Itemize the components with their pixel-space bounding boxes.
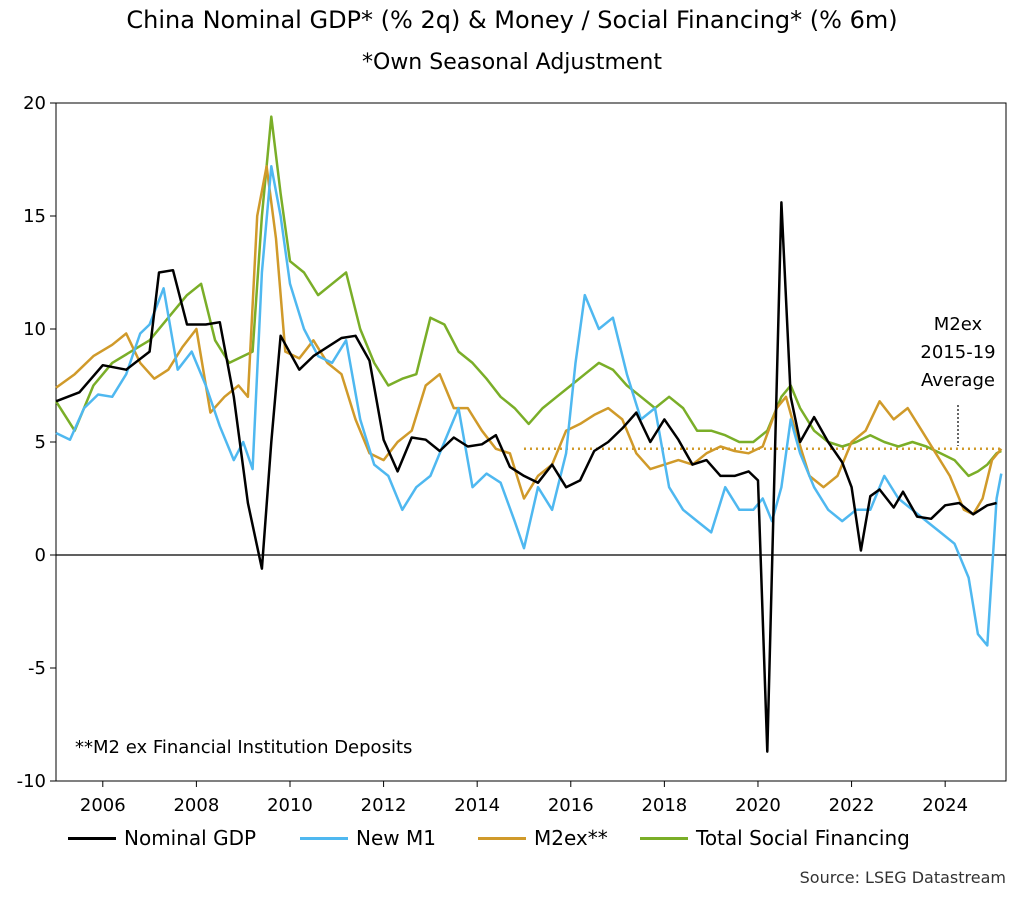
- x-tick-label: 2006: [80, 795, 126, 816]
- chart-title: China Nominal GDP* (% 2q) & Money / Soci…: [126, 6, 898, 34]
- legend-swatch: [640, 836, 688, 840]
- annotation-line-3: Average: [921, 370, 995, 391]
- x-tick-label: 2016: [548, 795, 594, 816]
- x-tick-label: 2010: [267, 795, 313, 816]
- legend-label: M2ex**: [534, 826, 608, 850]
- series-line-new-m1: [55, 165, 1003, 647]
- legend-swatch: [300, 836, 348, 840]
- x-tick-label: 2022: [829, 795, 875, 816]
- x-tick-label: 2024: [922, 795, 968, 816]
- chart-axes: -10 -5 0 5 10 15 20 2006 2008 2010 2012 2014 2016 201…: [17, 93, 1007, 816]
- legend-item: New M1: [300, 826, 436, 850]
- chart-series: [54, 115, 1003, 753]
- y-tick-label: -10: [17, 771, 46, 792]
- annotation-line-1: M2ex: [934, 314, 983, 335]
- chart-annotations: M2ex 2015-19 Average **M2 ex Financial I…: [75, 314, 996, 758]
- y-tick-label: -5: [28, 658, 46, 679]
- footnote: **M2 ex Financial Institution Deposits: [75, 737, 412, 758]
- y-tick-label: 20: [23, 93, 46, 114]
- annotation-line-2: 2015-19: [920, 342, 995, 363]
- legend-item: Nominal GDP: [68, 826, 256, 850]
- y-tick-label: 0: [35, 545, 46, 566]
- legend-swatch: [478, 836, 526, 840]
- series-line-total-social-financing: [54, 115, 1002, 478]
- x-tick-label: 2008: [173, 795, 219, 816]
- source-note: Source: LSEG Datastream: [799, 868, 1006, 887]
- x-tick-label: 2018: [641, 795, 687, 816]
- y-tick-label: 5: [35, 432, 46, 453]
- legend-label: Nominal GDP: [124, 826, 257, 850]
- x-tick-label: 2014: [454, 795, 500, 816]
- legend-label: Total Social Financing: [696, 826, 910, 850]
- plot-frame: [55, 102, 1007, 782]
- y-tick-label: 10: [23, 319, 46, 340]
- legend-item: M2ex**: [478, 826, 608, 850]
- legend-item: Total Social Financing: [640, 826, 910, 850]
- x-tick-label: 2020: [735, 795, 781, 816]
- series-line-nominal-gdp: [55, 201, 997, 753]
- chart-subtitle: *Own Seasonal Adjustment: [362, 50, 662, 75]
- series-line-m2ex: [55, 165, 1003, 516]
- chart-legend: Nominal GDP New M1 M2ex** Total Social Fina…: [0, 826, 1024, 862]
- legend-swatch: [68, 836, 116, 840]
- x-tick-label: 2012: [361, 795, 407, 816]
- legend-label: New M1: [356, 826, 436, 850]
- y-tick-label: 15: [23, 206, 46, 227]
